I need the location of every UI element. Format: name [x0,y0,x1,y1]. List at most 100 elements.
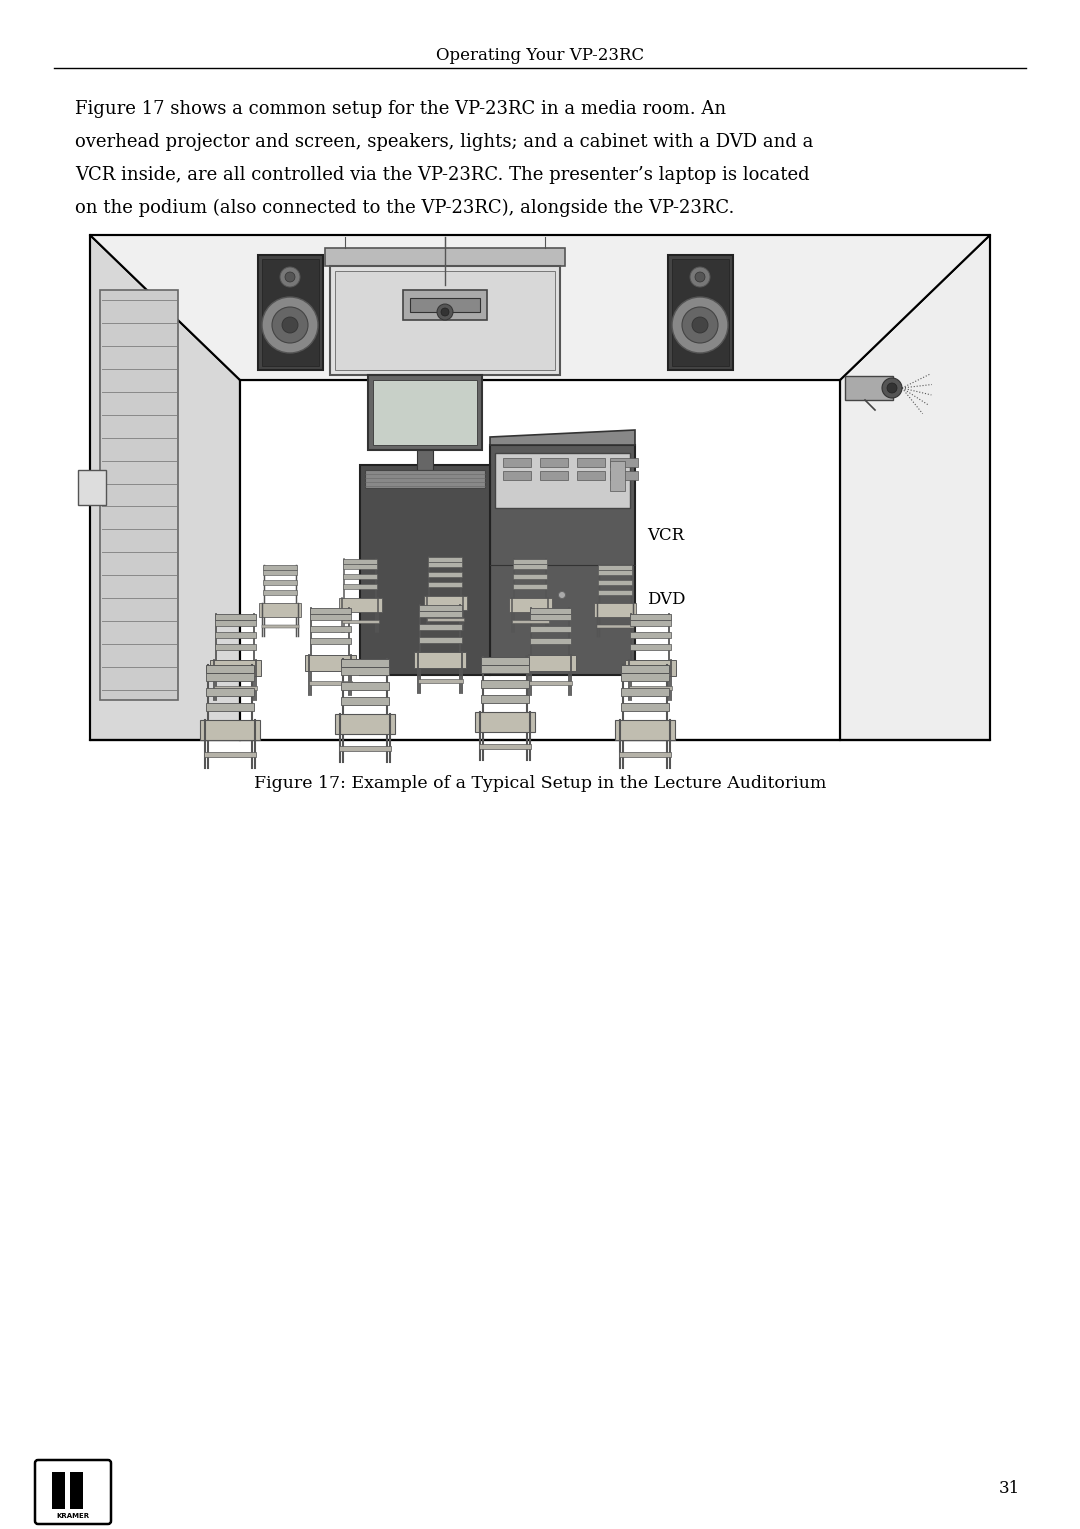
Bar [341,659,389,667]
Bar [509,598,552,612]
Bar [310,638,351,644]
Bar [610,459,638,466]
Bar [621,665,669,673]
Bar [621,673,669,680]
Bar [530,638,571,644]
Bar [339,598,382,612]
Bar [206,703,254,711]
Circle shape [692,317,708,333]
Bar [215,615,256,619]
Bar [481,680,529,688]
Bar [540,459,568,466]
Bar [258,255,323,370]
Polygon shape [90,235,240,740]
Circle shape [262,297,318,353]
Bar [264,590,297,595]
Bar [419,605,462,612]
Bar [577,459,605,466]
Circle shape [672,297,728,353]
Bar [365,469,485,488]
Circle shape [696,272,705,281]
Bar [610,462,625,491]
Bar [427,618,464,621]
Bar [630,644,671,650]
Bar [669,255,733,370]
Circle shape [558,592,566,598]
Bar [481,665,529,673]
Bar [259,602,301,618]
Bar [215,619,256,625]
Circle shape [285,272,295,281]
Bar [540,471,568,480]
Bar [428,583,462,587]
Bar [341,667,389,674]
Bar [615,720,675,740]
Bar [262,258,319,365]
Bar [630,631,671,638]
Bar [424,596,467,610]
Text: DVD: DVD [647,592,686,609]
Bar [419,638,462,644]
Bar [403,291,487,320]
Bar [503,459,531,466]
Bar [310,615,351,619]
Bar [630,615,671,619]
Bar [621,688,669,696]
Bar [341,682,389,690]
Bar [598,590,632,595]
Bar [264,579,297,586]
Bar [530,609,571,615]
Polygon shape [840,235,990,740]
Polygon shape [90,235,990,381]
Circle shape [681,307,718,342]
Bar [619,752,671,757]
Bar [598,570,632,575]
Bar [262,625,299,628]
Bar [621,703,669,711]
Bar [264,566,297,570]
Bar [206,688,254,696]
Bar [845,376,893,401]
Circle shape [887,382,897,393]
Bar [204,752,256,757]
Bar [78,469,106,505]
Circle shape [441,307,449,317]
Circle shape [282,317,298,333]
Bar [215,644,256,650]
Text: Figure 17 shows a common setup for the VP-23RC in a media room. An: Figure 17 shows a common setup for the V… [75,99,726,118]
Bar [206,673,254,680]
Circle shape [437,304,453,320]
Bar [410,298,480,312]
Bar [343,560,377,564]
Bar [264,570,297,575]
Text: overhead projector and screen, speakers, lights; and a cabinet with a DVD and a: overhead projector and screen, speakers,… [75,133,813,151]
Bar [210,661,261,676]
Bar [630,619,671,625]
Bar [341,697,389,705]
Bar [513,573,546,579]
Bar [215,631,256,638]
Bar [339,746,391,751]
Text: Figure 17: Example of a Typical Setup in the Lecture Auditorium: Figure 17: Example of a Typical Setup in… [254,775,826,792]
Bar [335,271,555,370]
Bar [481,657,529,665]
Bar [577,471,605,480]
Bar [418,679,463,683]
Bar [428,557,462,563]
Bar [206,665,254,673]
Bar [597,625,634,628]
Bar [625,661,676,676]
Bar [310,609,351,615]
Bar [342,619,379,622]
Bar [428,563,462,567]
Circle shape [280,268,300,287]
Bar [309,680,352,685]
Bar [70,1472,83,1509]
Bar [368,375,482,450]
Bar [335,714,395,734]
Bar [610,471,638,480]
Bar [490,445,635,674]
Bar [310,625,351,631]
Circle shape [882,378,902,398]
Bar [594,602,636,618]
